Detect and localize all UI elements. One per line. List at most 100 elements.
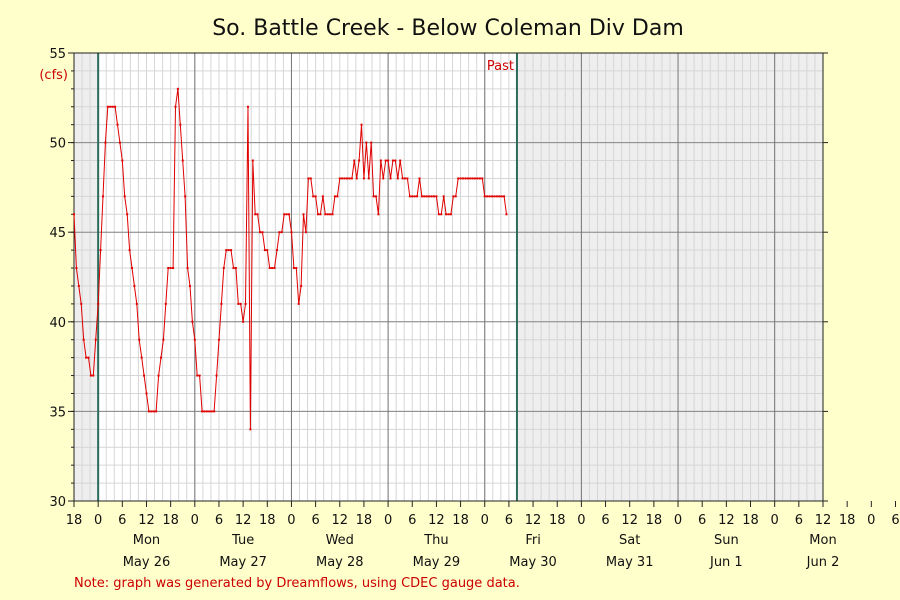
data-point	[471, 177, 474, 180]
data-point	[273, 267, 276, 270]
data-point	[104, 141, 107, 144]
day-date-label: May 31	[606, 555, 654, 570]
chart-title: So. Battle Creek - Below Coleman Div Dam	[212, 16, 684, 41]
data-point	[251, 159, 254, 162]
data-point	[271, 267, 274, 270]
data-point	[145, 392, 148, 395]
day-date-label: Jun 1	[709, 555, 743, 570]
data-point	[319, 213, 322, 216]
data-point	[346, 177, 349, 180]
data-point	[314, 195, 317, 198]
data-point	[418, 177, 421, 180]
data-point	[106, 105, 109, 108]
day-date-label: May 26	[123, 555, 171, 570]
data-point	[157, 374, 160, 377]
data-point	[162, 338, 165, 341]
data-point	[413, 195, 416, 198]
data-point	[220, 302, 223, 305]
x-tick-label: 12	[525, 513, 542, 528]
day-weekday-label: Mon	[133, 533, 160, 548]
x-tick-label: 0	[94, 513, 102, 528]
x-tick-label: 0	[674, 513, 682, 528]
x-tick-label: 12	[815, 513, 832, 528]
x-tick-label: 18	[452, 513, 469, 528]
data-point	[111, 105, 114, 108]
data-point	[304, 231, 307, 234]
data-point	[201, 410, 204, 413]
data-point	[278, 231, 281, 234]
data-point	[237, 302, 240, 305]
data-point	[401, 177, 404, 180]
data-point	[353, 159, 356, 162]
data-point	[234, 267, 237, 270]
data-point	[324, 213, 327, 216]
data-point	[283, 213, 286, 216]
data-point	[89, 374, 92, 377]
data-point	[321, 195, 324, 198]
x-tick-label: 12	[621, 513, 638, 528]
data-point	[384, 159, 387, 162]
data-point	[338, 177, 341, 180]
day-weekday-label: Fri	[525, 533, 541, 548]
data-point	[336, 195, 339, 198]
data-point	[254, 213, 257, 216]
x-tick-label: 6	[795, 513, 803, 528]
data-point	[312, 195, 315, 198]
x-tick-label: 0	[191, 513, 199, 528]
y-tick-label: 50	[49, 137, 66, 152]
data-point	[292, 267, 295, 270]
data-point	[394, 159, 397, 162]
data-point	[174, 105, 177, 108]
data-point	[309, 177, 312, 180]
x-tick-label: 18	[259, 513, 276, 528]
data-point	[172, 267, 175, 270]
data-point	[138, 338, 141, 341]
x-tick-label: 18	[66, 513, 83, 528]
data-point	[389, 177, 392, 180]
footer-note: Note: graph was generated by Dreamflows,…	[74, 576, 520, 591]
data-point	[196, 374, 199, 377]
data-point	[263, 249, 266, 252]
data-point	[391, 159, 394, 162]
x-tick-label: 12	[138, 513, 155, 528]
data-point	[416, 195, 419, 198]
data-point	[99, 249, 102, 252]
x-tick-label: 18	[742, 513, 759, 528]
data-point	[379, 159, 382, 162]
data-point	[239, 302, 242, 305]
data-point	[256, 213, 259, 216]
day-date-label: Jun 2	[806, 555, 840, 570]
data-point	[118, 141, 121, 144]
data-point	[266, 249, 269, 252]
data-point	[128, 249, 131, 252]
data-point	[331, 213, 334, 216]
data-point	[399, 159, 402, 162]
data-point	[97, 302, 100, 305]
data-point	[478, 177, 481, 180]
data-point	[498, 195, 501, 198]
data-point	[222, 267, 225, 270]
data-point	[360, 123, 363, 126]
data-point	[406, 177, 409, 180]
data-point	[288, 213, 291, 216]
x-tick-label: 0	[287, 513, 295, 528]
data-point	[341, 177, 344, 180]
data-point	[285, 213, 288, 216]
x-tick-label: 18	[646, 513, 663, 528]
data-point	[225, 249, 228, 252]
data-point	[249, 428, 252, 431]
data-point	[372, 195, 375, 198]
data-point	[365, 141, 368, 144]
day-date-label: May 27	[219, 555, 267, 570]
data-point	[232, 267, 235, 270]
data-point	[483, 195, 486, 198]
data-point	[210, 410, 213, 413]
x-tick-label: 0	[384, 513, 392, 528]
data-point	[457, 177, 460, 180]
data-point	[208, 410, 211, 413]
data-point	[358, 159, 361, 162]
x-tick-label: 18	[839, 513, 856, 528]
data-point	[505, 213, 508, 216]
data-point	[437, 213, 440, 216]
data-point	[130, 267, 133, 270]
